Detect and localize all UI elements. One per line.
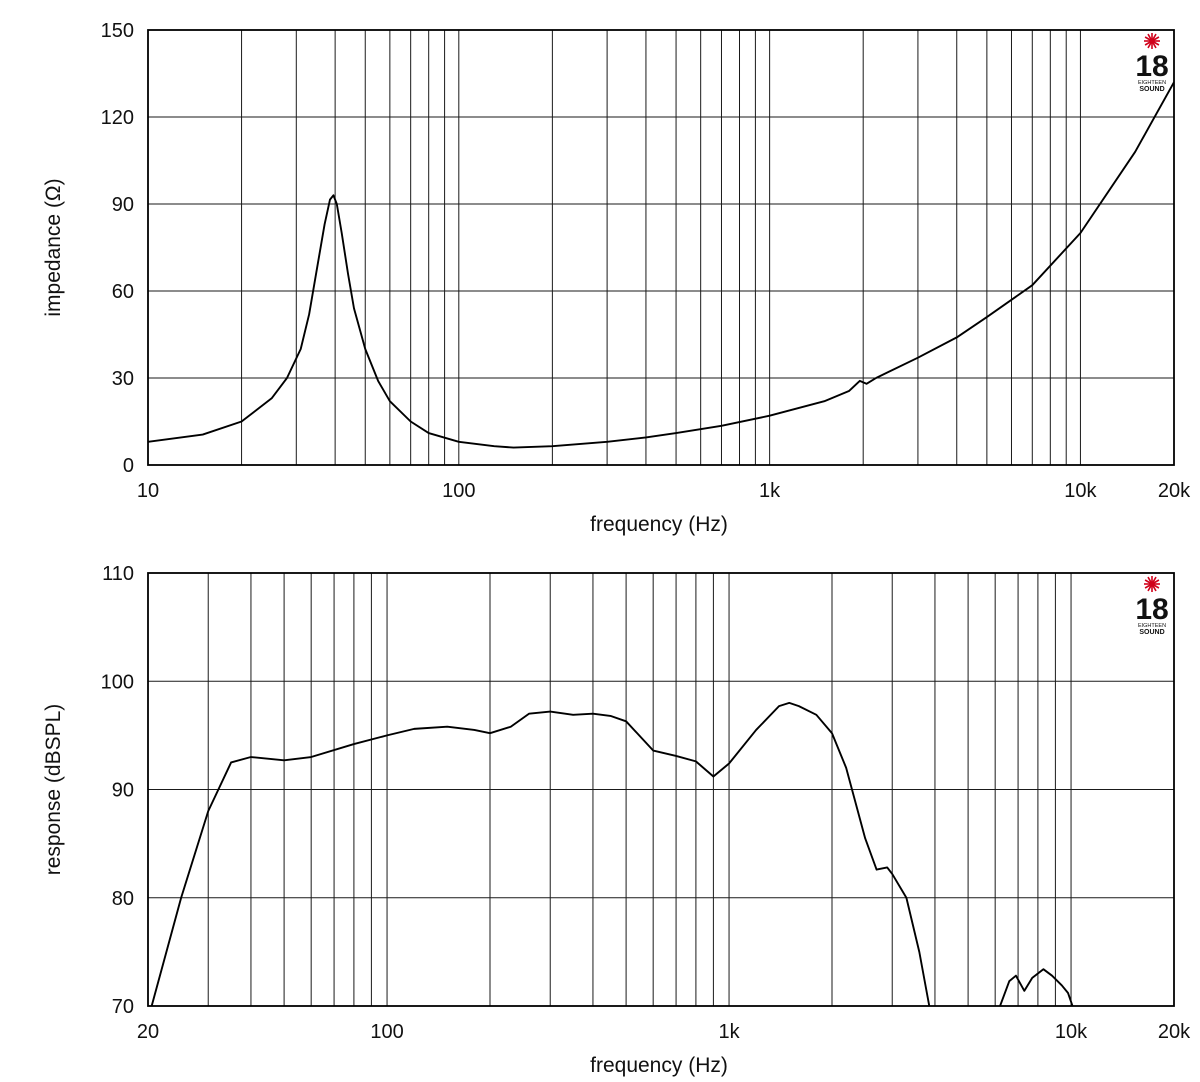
y-tick-label: 60	[112, 281, 134, 303]
y-tick-label: 110	[102, 563, 134, 585]
star-icon	[1144, 576, 1160, 592]
y-tick-label: 80	[112, 888, 134, 910]
y-tick-label: 100	[101, 671, 134, 693]
series-line	[148, 81, 1174, 449]
series-line	[150, 701, 931, 1006]
y-tick-label: 0	[123, 455, 134, 477]
x-tick-label: 100	[442, 480, 475, 502]
y-tick-label: 150	[101, 20, 134, 42]
x-tick-label: 1k	[759, 480, 781, 502]
logo-brand: EIGHTEEN	[1138, 623, 1166, 629]
y-tick-label: 90	[112, 194, 134, 216]
y-axis-label: response (dBSPL)	[42, 704, 65, 876]
x-tick-label: 10	[137, 480, 159, 502]
logo-number: 18	[1135, 50, 1168, 83]
y-tick-label: 30	[112, 368, 134, 390]
plot-frame	[147, 572, 1175, 1007]
y-tick-label: 90	[112, 780, 134, 802]
y-tick-label: 120	[101, 107, 134, 129]
x-tick-label: 10k	[1064, 480, 1097, 502]
response-chart: 20 100 1k 10k 20k 70 80 90 100 110 frequency (Hz) r…	[42, 563, 1191, 1077]
x-tick-label: 20k	[1158, 480, 1191, 502]
star-icon	[1144, 33, 1160, 49]
grid	[148, 573, 1174, 1006]
x-axis-label: frequency (Hz)	[590, 1054, 728, 1077]
x-tick-label: 100	[370, 1021, 403, 1043]
x-tick-label: 1k	[718, 1021, 740, 1043]
y-axis-label: impedance (Ω)	[42, 178, 65, 316]
grid	[148, 30, 1174, 465]
series-line	[999, 968, 1074, 1006]
x-tick-label: 10k	[1055, 1021, 1088, 1043]
logo-brand: EIGHTEEN	[1138, 80, 1166, 86]
y-tick-label: 70	[112, 996, 134, 1018]
logo-number: 18	[1135, 593, 1168, 626]
impedance-chart: 10 100 1k 10k 20k 0 30 60 90 120 150 frequency (Hz)…	[42, 20, 1191, 536]
x-tick-label: 20k	[1158, 1021, 1191, 1043]
logo-word: SOUND	[1139, 629, 1164, 636]
logo-word: SOUND	[1139, 86, 1164, 93]
x-tick-label: 20	[137, 1021, 159, 1043]
plot-frame	[147, 29, 1175, 466]
x-axis-label: frequency (Hz)	[590, 513, 728, 536]
